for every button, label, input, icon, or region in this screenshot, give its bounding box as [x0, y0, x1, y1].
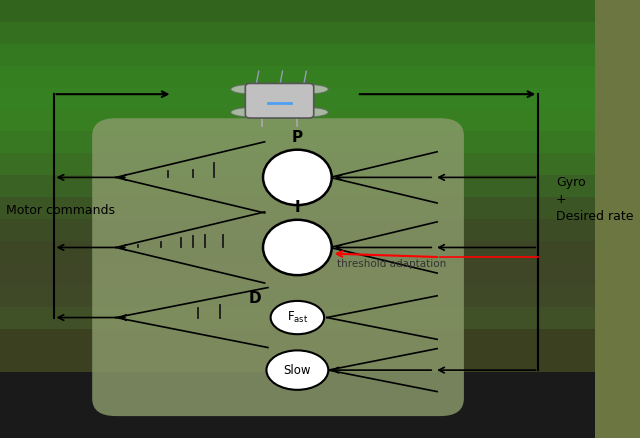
Bar	[0, 328, 595, 350]
Bar	[0, 285, 595, 307]
Text: F$_\mathrm{ast}$: F$_\mathrm{ast}$	[287, 310, 308, 325]
Ellipse shape	[263, 220, 332, 275]
Text: threshold adaptation: threshold adaptation	[337, 259, 446, 269]
FancyBboxPatch shape	[245, 83, 314, 118]
Ellipse shape	[287, 85, 328, 94]
Text: P: P	[292, 130, 303, 145]
Bar	[0, 0, 595, 22]
Bar	[0, 44, 595, 66]
Bar	[0, 350, 595, 372]
Ellipse shape	[287, 107, 328, 117]
Text: Slow: Slow	[284, 364, 311, 377]
FancyBboxPatch shape	[92, 118, 464, 416]
Text: I: I	[294, 200, 300, 215]
Ellipse shape	[266, 350, 328, 390]
Ellipse shape	[271, 301, 324, 334]
Text: D: D	[249, 290, 261, 306]
Bar	[0, 263, 595, 285]
Bar	[0, 197, 595, 219]
Text: Gyro
+
Desired rate: Gyro + Desired rate	[556, 176, 634, 223]
Bar	[0, 110, 595, 131]
Bar	[0, 307, 595, 328]
Bar	[0, 241, 595, 263]
Bar	[0, 175, 595, 197]
Bar	[0, 372, 595, 394]
Ellipse shape	[231, 85, 271, 94]
Bar	[0, 153, 595, 175]
Ellipse shape	[263, 150, 332, 205]
Bar	[0, 22, 595, 44]
Bar	[0, 66, 595, 88]
Bar	[0, 394, 595, 416]
Bar	[0, 131, 595, 153]
Bar	[0, 219, 595, 241]
Text: Motor commands: Motor commands	[6, 204, 115, 217]
Bar	[0, 416, 595, 438]
Bar	[0, 88, 595, 110]
Ellipse shape	[231, 107, 271, 117]
